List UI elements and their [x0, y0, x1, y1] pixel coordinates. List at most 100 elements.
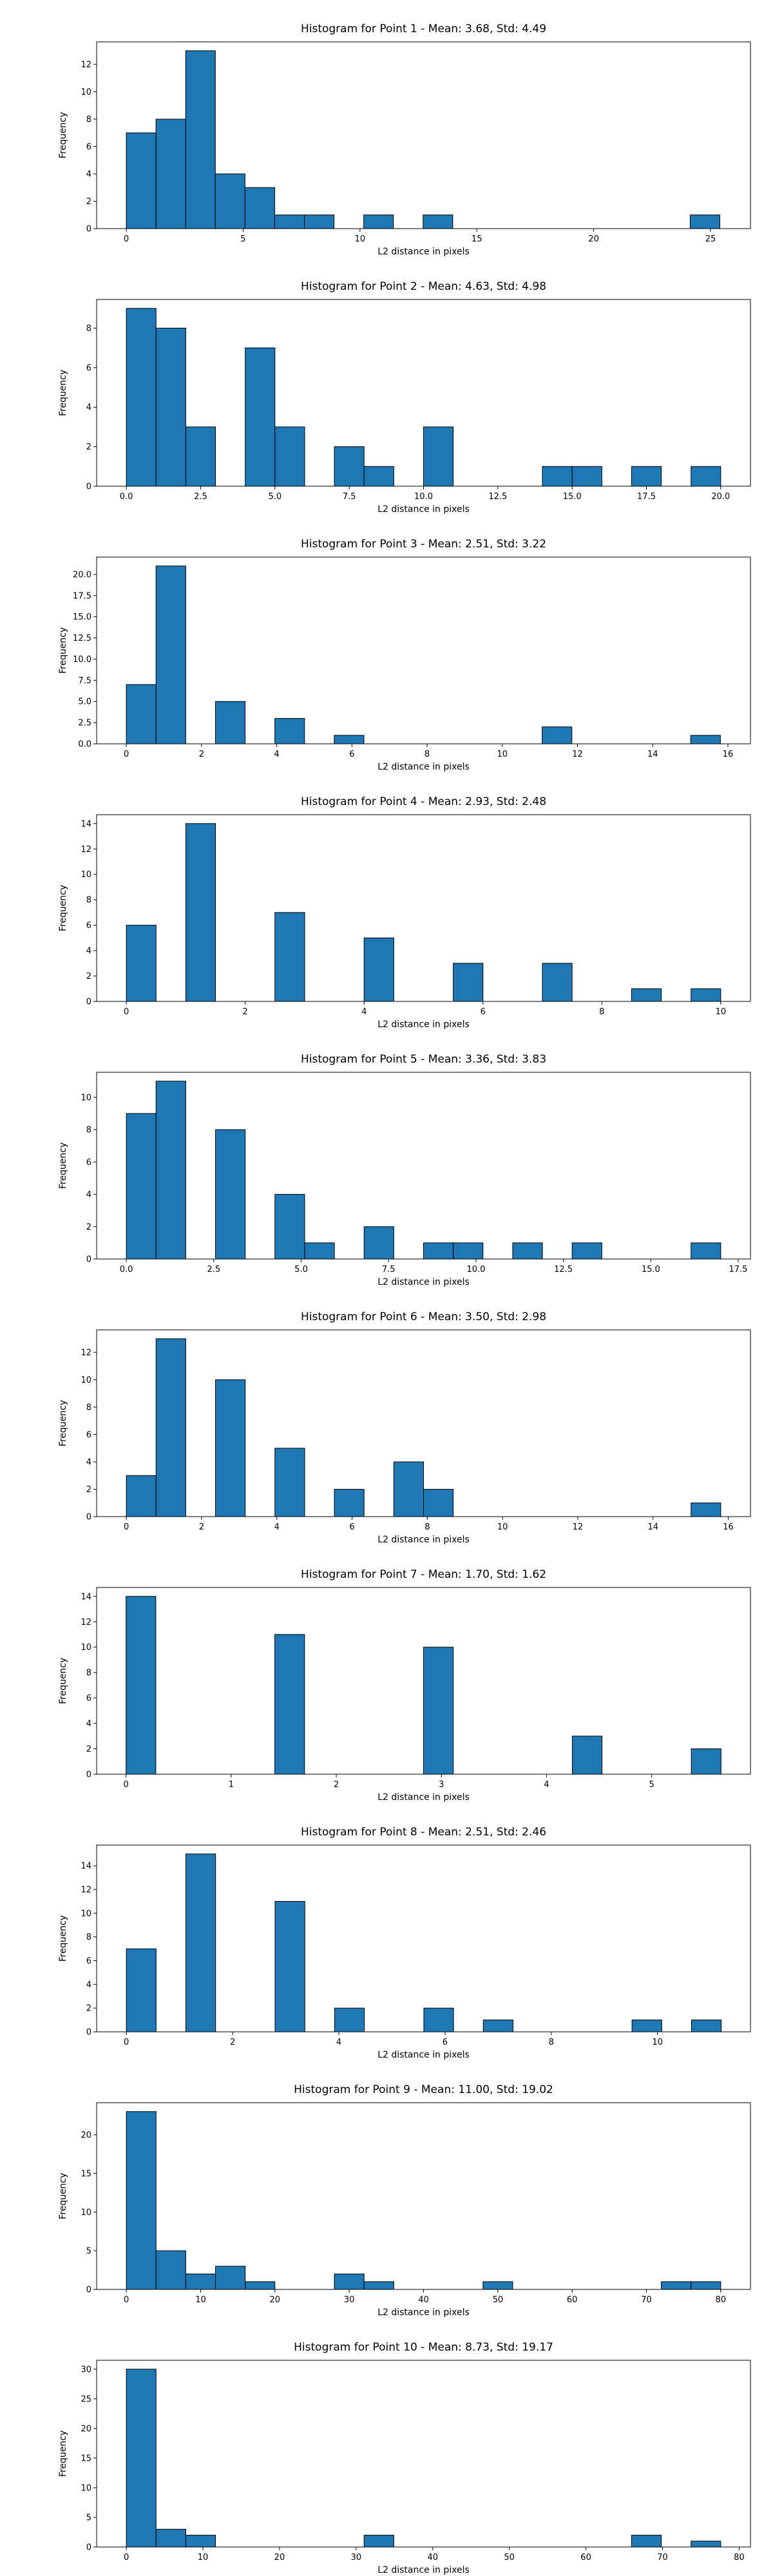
x-tick-label: 10.0	[466, 1265, 485, 1274]
y-tick-label: 5	[86, 2513, 91, 2523]
y-tick-label: 4	[86, 1458, 91, 1468]
axes-frame	[96, 1329, 751, 1517]
histogram-bar	[363, 2535, 394, 2548]
y-tick-label: 10	[81, 1376, 91, 1385]
histogram-bar	[334, 2273, 365, 2290]
histogram-panel-6: Histogram for Point 6 - Mean: 3.50, Std:…	[58, 1311, 751, 1545]
y-axis-label: Frequency	[58, 1400, 68, 1446]
x-tick-label: 12	[573, 1522, 584, 1532]
histogram-panel-2: Histogram for Point 2 - Mean: 4.63, Std:…	[58, 280, 751, 515]
histogram-bar	[155, 565, 186, 744]
histogram-bar	[691, 1242, 721, 1260]
y-tick-label: 5.0	[78, 697, 91, 707]
x-tick-label: 0	[124, 2038, 129, 2047]
histogram-bar	[215, 701, 246, 744]
y-axis-label: Frequency	[58, 1142, 68, 1189]
x-tick-label: 25	[705, 234, 716, 244]
y-tick-label: 6	[86, 1430, 91, 1440]
x-tick-label: 2	[199, 750, 204, 759]
histogram-bar	[453, 1242, 484, 1260]
histogram-bar	[215, 1379, 246, 1517]
histogram-bar	[185, 823, 216, 1002]
y-tick-label: 10	[81, 870, 91, 880]
y-tick-label: 2	[86, 197, 91, 207]
y-tick-label: 10	[81, 1909, 91, 1918]
histogram-bar	[661, 2281, 692, 2290]
x-tick-label: 6	[349, 750, 354, 759]
histogram-bar	[185, 2535, 216, 2548]
y-tick-label: 15.0	[73, 612, 91, 622]
y-tick-label: 12	[81, 1618, 91, 1627]
histogram-bar	[274, 1900, 305, 2032]
x-tick-label: 8	[425, 1522, 430, 1532]
histogram-bar	[571, 1242, 602, 1260]
x-axis-label: L2 distance in pixels	[377, 2050, 470, 2060]
y-axis-label: Frequency	[58, 112, 68, 158]
x-tick-label: 20	[270, 2295, 281, 2305]
x-tick-label: 10	[716, 1007, 727, 1017]
y-axis-label: Frequency	[58, 370, 68, 416]
x-tick-label: 2	[243, 1007, 248, 1017]
x-axis-label: L2 distance in pixels	[377, 762, 470, 772]
x-tick-label: 70	[641, 2295, 652, 2305]
x-tick-label: 16	[723, 750, 734, 759]
histogram-bar	[245, 2281, 276, 2290]
histogram-panel-3: Histogram for Point 3 - Mean: 2.51, Std:…	[58, 538, 751, 772]
histogram-bar	[423, 2007, 454, 2032]
x-tick-label: 0	[124, 2553, 129, 2562]
x-tick-label: 5.0	[294, 1265, 308, 1274]
histogram-bar	[689, 214, 720, 229]
histogram-bar	[363, 2281, 394, 2290]
x-tick-label: 14	[647, 750, 658, 759]
axes-frame	[96, 2360, 751, 2548]
chart-title: Histogram for Point 10 - Mean: 8.73, Std…	[294, 2341, 553, 2354]
histogram-bar	[155, 1081, 186, 1260]
histogram-bar	[334, 446, 365, 487]
histogram-bar	[482, 2281, 513, 2290]
x-tick-label: 7.5	[343, 492, 356, 502]
histogram-bar	[155, 2250, 186, 2290]
x-tick-label: 17.5	[637, 492, 656, 502]
histogram-bar	[274, 1634, 305, 1775]
y-tick-label: 6	[86, 1694, 91, 1703]
chart-title: Histogram for Point 7 - Mean: 1.70, Std:…	[301, 1568, 546, 1581]
x-axis-label: L2 distance in pixels	[377, 1019, 470, 1030]
histogram-panel-4: Histogram for Point 4 - Mean: 2.93, Std:…	[58, 795, 751, 1030]
x-tick-label: 10	[195, 2295, 206, 2305]
histogram-bar	[215, 173, 245, 229]
histogram-bar	[691, 2020, 722, 2032]
chart-title: Histogram for Point 6 - Mean: 3.50, Std:…	[301, 1311, 546, 1323]
x-tick-label: 2.5	[207, 1265, 220, 1274]
histogram-bar	[304, 1242, 335, 1260]
x-tick-label: 0	[124, 234, 129, 244]
y-tick-label: 6	[86, 1956, 91, 1966]
x-tick-label: 50	[493, 2295, 504, 2305]
x-tick-label: 0	[124, 750, 129, 759]
histogram-bar	[155, 1338, 186, 1517]
y-tick-label: 6	[86, 1158, 91, 1168]
chart-title: Histogram for Point 2 - Mean: 4.63, Std:…	[301, 280, 546, 293]
histogram-panel-10: Histogram for Point 10 - Mean: 8.73, Std…	[58, 2341, 751, 2575]
histogram-bar	[126, 1948, 157, 2032]
y-tick-label: 10	[81, 2208, 91, 2217]
y-tick-label: 4	[86, 1719, 91, 1729]
axes-frame	[96, 1587, 751, 1775]
y-axis-label: Frequency	[58, 885, 68, 931]
histogram-bar	[363, 1226, 394, 1260]
x-tick-label: 5	[240, 234, 245, 244]
histogram-bar	[274, 718, 305, 744]
x-tick-label: 80	[734, 2553, 745, 2562]
histogram-bar	[274, 214, 305, 229]
y-axis-label: Frequency	[58, 1915, 68, 1962]
histogram-bar	[126, 1113, 157, 1260]
histogram-bar	[274, 1448, 305, 1517]
x-tick-label: 3	[439, 1780, 444, 1790]
axes-frame	[96, 1072, 751, 1260]
y-tick-label: 4	[86, 403, 91, 413]
x-tick-label: 4	[336, 2038, 341, 2047]
chart-title: Histogram for Point 1 - Mean: 3.68, Std:…	[301, 23, 546, 35]
x-tick-label: 70	[657, 2553, 668, 2562]
chart-title: Histogram for Point 4 - Mean: 2.93, Std:…	[301, 795, 546, 808]
y-axis-label: Frequency	[58, 2173, 68, 2219]
